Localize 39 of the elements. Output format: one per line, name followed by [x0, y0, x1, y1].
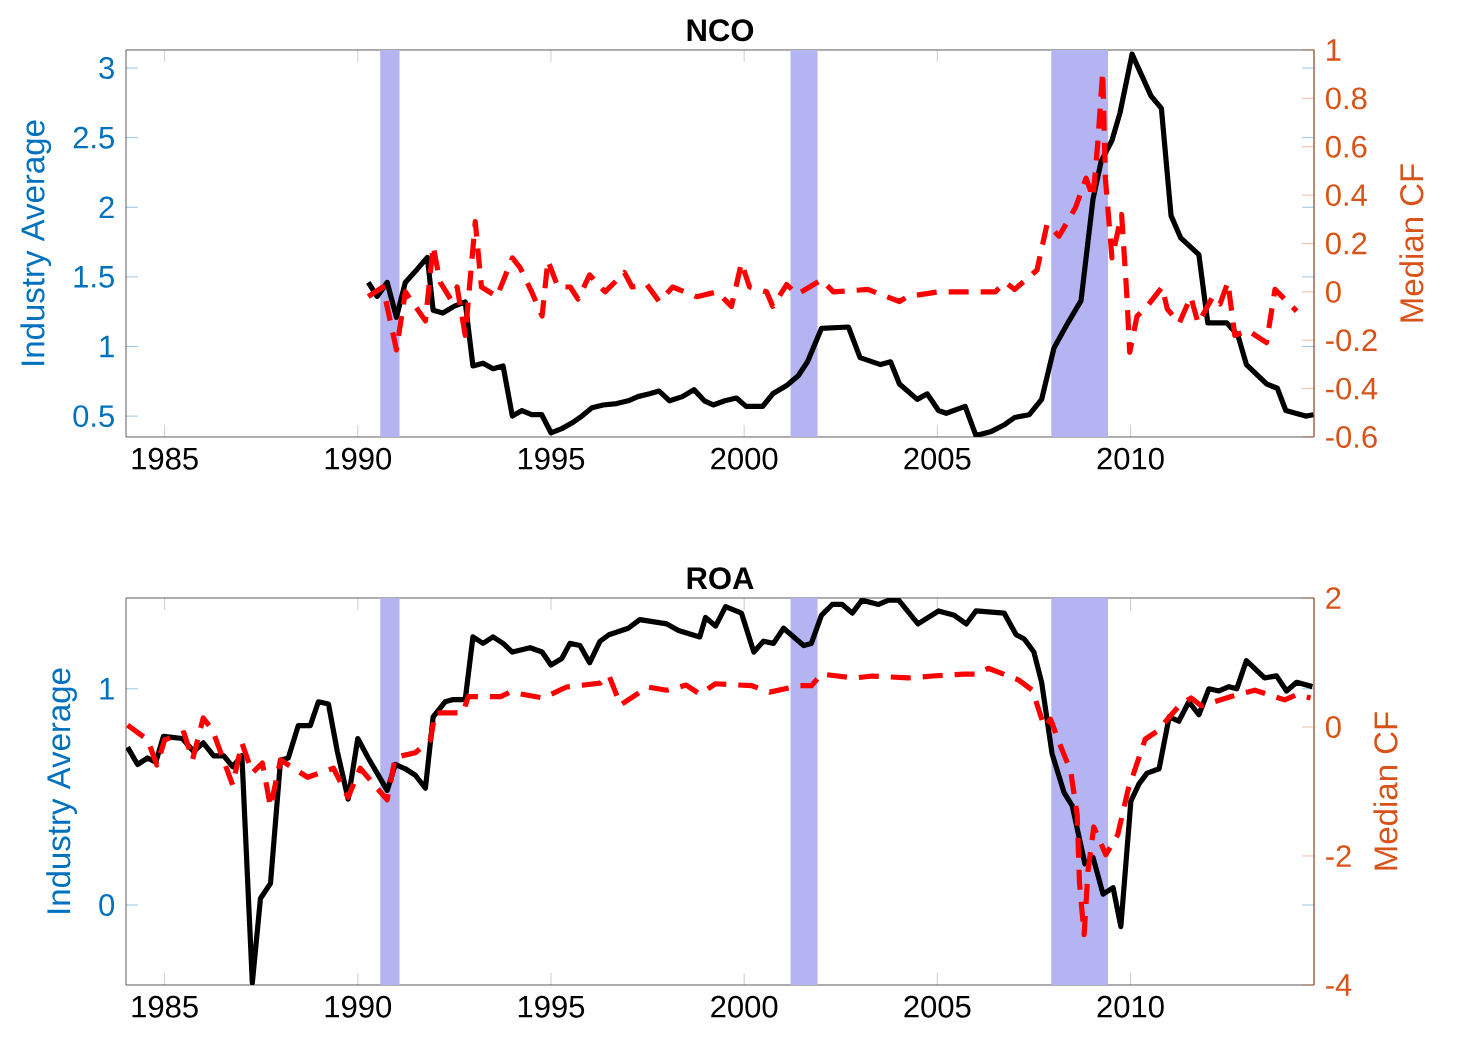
y2-tick-label: 1 — [1327, 39, 1341, 61]
y-tick-label: 3 — [99, 57, 114, 80]
y2-axis-title: Median CF — [1373, 712, 1398, 870]
y-tick-label: 2.5 — [73, 126, 114, 149]
chart-title: ROA — [687, 567, 754, 590]
y2-tick-label: -2 — [1326, 845, 1351, 867]
x-tick-label: 2005 — [904, 447, 971, 470]
x-tick-label: 1985 — [132, 995, 198, 1018]
x-tick-label: 1995 — [518, 447, 585, 470]
y2-tick-label: 0.2 — [1325, 232, 1367, 255]
x-tick-label: 2010 — [1097, 447, 1164, 470]
chart-title: NCO — [687, 19, 754, 42]
y2-tick-label: 0.6 — [1325, 135, 1367, 158]
y2-tick-label: 0.4 — [1325, 184, 1367, 207]
y-tick-label: 2 — [99, 196, 114, 219]
x-tick-label: 2000 — [711, 447, 778, 470]
y2-tick-label: 0 — [1325, 716, 1341, 738]
y2-tick-label: 2 — [1326, 587, 1341, 609]
y2-tick-label: 0 — [1325, 280, 1341, 303]
y-axis-title: Industry Average — [46, 668, 77, 913]
x-tick-label: 1995 — [518, 995, 585, 1018]
x-tick-label: 1990 — [325, 447, 392, 470]
y2-tick-label: 0.8 — [1325, 87, 1367, 110]
y-tick-label: 0.5 — [73, 405, 114, 428]
y-axis-title: Industry Average — [20, 120, 52, 365]
y-tick-label: 1.5 — [74, 266, 114, 288]
x-tick-label: 2000 — [711, 995, 778, 1018]
x-tick-label: 2005 — [904, 995, 971, 1018]
y-tick-label: 1 — [100, 335, 114, 358]
y2-tick-label: -0.2 — [1326, 329, 1377, 352]
x-tick-label: 2010 — [1097, 995, 1164, 1018]
y2-tick-label: -4 — [1326, 974, 1352, 996]
y2-axis-title: Median CF — [1399, 164, 1424, 322]
x-tick-label: 1985 — [132, 447, 198, 470]
y-tick-label: 1 — [100, 678, 114, 700]
y2-tick-label: -0.4 — [1326, 377, 1378, 400]
y2-tick-label: -0.6 — [1326, 426, 1377, 448]
x-tick-label: 1990 — [325, 995, 392, 1018]
y-tick-label: 0 — [99, 894, 115, 916]
